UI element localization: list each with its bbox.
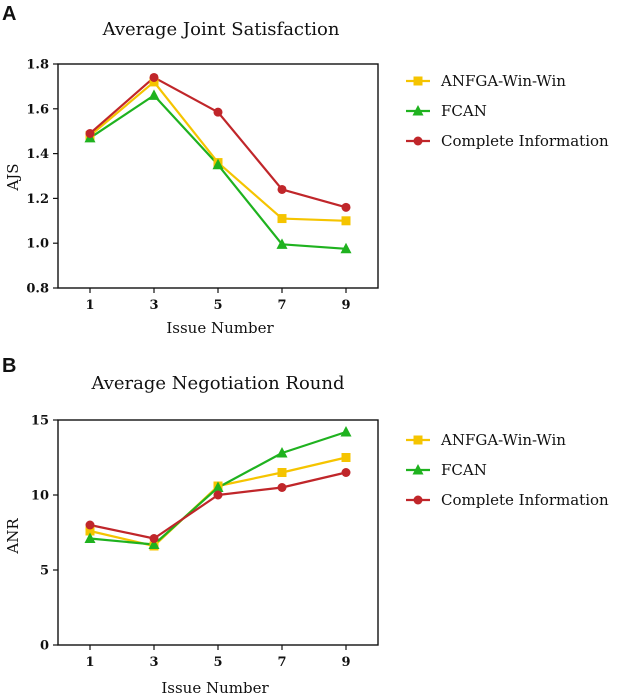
legend-marker — [413, 136, 423, 146]
x-tick-label: 1 — [85, 655, 94, 670]
y-tick-label: 10 — [31, 489, 49, 504]
x-tick-label: 9 — [341, 655, 350, 670]
panel-a-plot: 0.8 1.0 1.2 1.4 1.6 1.8 1 3 5 7 9 — [26, 58, 379, 313]
data-point — [277, 184, 287, 194]
legend-entry: ANFGA-Win-Win — [440, 72, 566, 90]
panel-b-xlabel: Issue Number — [161, 679, 269, 696]
data-point — [149, 72, 159, 82]
panel-a-legend: ANFGA-Win-Win FCAN Complete Information — [406, 72, 609, 150]
data-point — [213, 107, 223, 117]
legend-marker — [413, 495, 423, 505]
legend-entry: Complete Information — [441, 132, 609, 150]
x-tick-label: 9 — [341, 298, 350, 313]
series-line-fcan — [89, 94, 347, 250]
data-point — [149, 534, 159, 543]
data-point — [340, 242, 352, 254]
data-point — [148, 89, 160, 100]
y-tick-label: 1.6 — [26, 102, 49, 117]
x-tick-label: 3 — [149, 298, 158, 313]
panel-b-ylabel: ANR — [4, 518, 22, 555]
panel-a: A Average Joint Satisfaction Issue Numbe… — [2, 3, 609, 337]
data-point — [85, 526, 95, 536]
y-tick-label: 0.8 — [26, 282, 49, 297]
data-point — [277, 214, 287, 224]
data-point — [341, 453, 351, 462]
panel-a-label: A — [2, 3, 16, 25]
data-point — [277, 483, 287, 492]
data-point — [276, 238, 288, 249]
panel-b: B Average Negotiation Round Issue Number… — [2, 355, 609, 696]
data-point — [341, 468, 351, 477]
y-tick-label: 1.8 — [26, 58, 49, 73]
data-point — [212, 481, 224, 492]
panel-b-label: B — [2, 355, 16, 377]
y-tick-label: 1.2 — [26, 192, 49, 207]
y-tick-label: 15 — [31, 414, 49, 429]
series-line-anfga-win-win — [89, 80, 347, 222]
legend-entry: ANFGA-Win-Win — [440, 431, 566, 449]
y-tick-label: 0 — [40, 639, 49, 654]
legend-marker — [413, 435, 423, 445]
legend-marker — [412, 105, 424, 116]
data-point — [340, 426, 352, 437]
data-point — [277, 468, 287, 477]
x-tick-label: 7 — [277, 655, 286, 670]
legend-entry: FCAN — [441, 461, 487, 479]
series-line-complete-information — [89, 76, 347, 209]
x-tick-label: 7 — [277, 298, 286, 313]
data-point — [85, 520, 95, 530]
data-point — [276, 447, 288, 458]
legend-marker — [413, 76, 423, 86]
data-point — [341, 202, 351, 212]
data-point — [212, 158, 224, 170]
panel-a-ylabel: AJS — [4, 163, 22, 191]
plot-frame — [57, 63, 379, 289]
data-point — [148, 538, 160, 549]
x-tick-label: 3 — [149, 655, 158, 670]
y-tick-label: 1.4 — [26, 147, 49, 162]
panel-b-plot: 0 5 10 15 1 3 5 7 9 — [31, 414, 379, 670]
data-point — [341, 216, 351, 226]
data-point — [213, 490, 223, 500]
panel-b-title: Average Negotiation Round — [90, 373, 344, 394]
y-tick-label: 5 — [40, 564, 49, 579]
legend-entry: Complete Information — [441, 491, 609, 509]
panel-a-xlabel: Issue Number — [166, 319, 274, 337]
x-tick-label: 1 — [85, 298, 94, 313]
data-point — [85, 128, 95, 138]
legend-marker — [412, 464, 424, 475]
data-point — [84, 532, 96, 543]
x-tick-label: 5 — [213, 298, 222, 313]
plot-frame — [57, 419, 379, 646]
legend-entry: FCAN — [441, 102, 487, 120]
x-tick-label: 5 — [213, 655, 222, 670]
panel-a-title: Average Joint Satisfaction — [102, 19, 340, 40]
panel-b-legend: ANFGA-Win-Win FCAN Complete Information — [406, 431, 609, 509]
y-tick-label: 1.0 — [26, 237, 49, 252]
